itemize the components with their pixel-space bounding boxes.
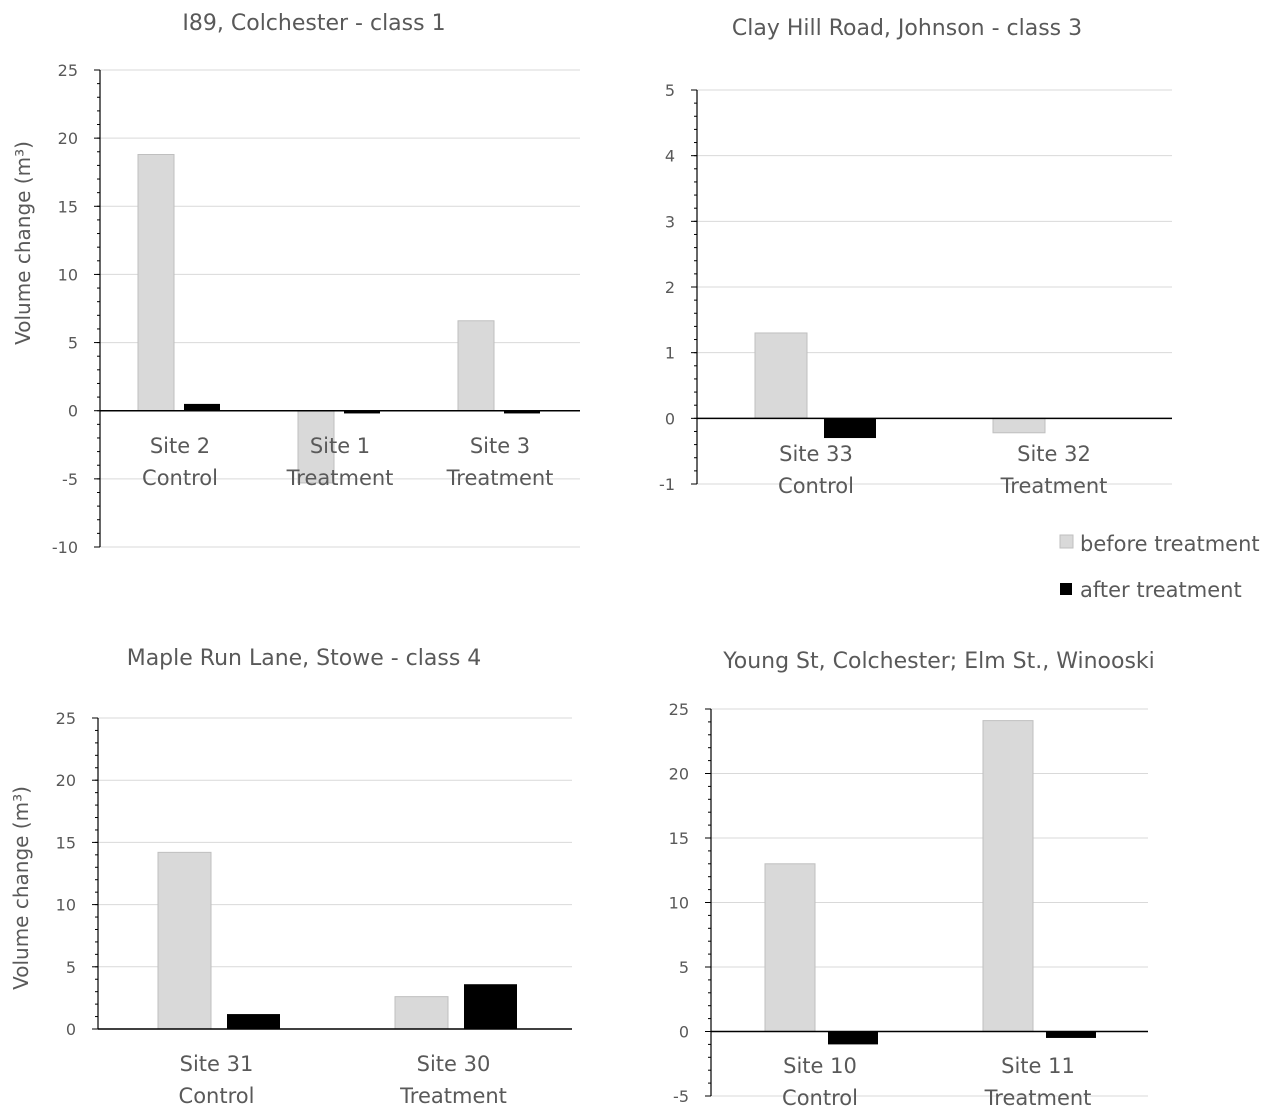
y-tick-label: 15 bbox=[58, 197, 78, 216]
category-label: Site 31 bbox=[180, 1052, 254, 1076]
y-tick-label: -1 bbox=[659, 475, 675, 494]
bar-after-2 bbox=[464, 984, 517, 1029]
category-sublabel: Treatment bbox=[286, 466, 394, 490]
category-sublabel: Treatment bbox=[1000, 474, 1108, 498]
category-sublabel: Treatment bbox=[399, 1084, 507, 1108]
legend-label-before: before treatment bbox=[1080, 532, 1260, 556]
category-sublabel: Treatment bbox=[446, 466, 554, 490]
y-tick-label: 0 bbox=[679, 1023, 689, 1042]
chart-1: I89, Colchester - class 1 25 20 15 10 5 0 -5 -10… bbox=[11, 11, 580, 557]
y-tick-label: 2 bbox=[665, 278, 675, 297]
bar-before-3 bbox=[457, 320, 495, 412]
y-tick-label: 5 bbox=[679, 958, 689, 977]
bar-before-2 bbox=[394, 996, 449, 1030]
chart-3: Maple Run Lane, Stowe - class 4 25 20 15 10 5… bbox=[9, 646, 572, 1108]
y-tick-label: 3 bbox=[665, 212, 675, 231]
category-label: Site 32 bbox=[1017, 442, 1091, 466]
bar-before-1 bbox=[754, 332, 808, 419]
chart-title: Clay Hill Road, Johnson - class 3 bbox=[732, 16, 1082, 41]
y-tick-label: 10 bbox=[58, 265, 78, 284]
category-label: Site 3 bbox=[470, 434, 530, 458]
category-label: Site 1 bbox=[310, 434, 370, 458]
y-tick-label: -5 bbox=[62, 470, 78, 489]
y-tick-label: 10 bbox=[669, 894, 689, 913]
category-label: Site 10 bbox=[783, 1054, 857, 1078]
bar-before-2 bbox=[992, 417, 1046, 434]
y-tick-label: 5 bbox=[66, 958, 76, 977]
category-label: Site 11 bbox=[1001, 1054, 1075, 1078]
y-tick-label: -10 bbox=[52, 538, 78, 557]
y-tick-label: 4 bbox=[665, 147, 675, 166]
bar-before-1 bbox=[157, 851, 212, 1030]
category-sublabel: Control bbox=[142, 466, 218, 490]
bar-after-3 bbox=[504, 410, 540, 414]
bar-before-2 bbox=[982, 720, 1034, 1032]
chart-2: Clay Hill Road, Johnson - class 3 5 4 3 2 1 0 -… bbox=[659, 16, 1172, 498]
bar-after-1 bbox=[227, 1014, 280, 1029]
y-tick-label: 25 bbox=[58, 61, 78, 80]
charts-layer: I89, Colchester - class 12520151050-5-10… bbox=[9, 11, 1172, 1110]
chart-title: Maple Run Lane, Stowe - class 4 bbox=[127, 646, 482, 671]
category-sublabel: Control bbox=[179, 1084, 255, 1108]
bar-before-1 bbox=[764, 863, 816, 1032]
y-tick-label: 20 bbox=[56, 771, 76, 790]
category-sublabel: Control bbox=[778, 474, 854, 498]
y-tick-label: 5 bbox=[665, 81, 675, 100]
y-tick-label: 5 bbox=[68, 334, 78, 353]
category-label: Site 2 bbox=[150, 434, 210, 458]
y-tick-label: 0 bbox=[68, 402, 78, 421]
bar-after-1 bbox=[824, 418, 876, 439]
chart-title: Young St, Colchester; Elm St., Winooski bbox=[722, 649, 1155, 674]
y-tick-label: 15 bbox=[669, 829, 689, 848]
bar-before-1 bbox=[137, 153, 175, 412]
y-tick-label: 1 bbox=[665, 344, 675, 363]
y-tick-label: -5 bbox=[673, 1087, 689, 1106]
y-tick-label: 20 bbox=[58, 129, 78, 148]
y-tick-label: 0 bbox=[66, 1020, 76, 1039]
bar-before-2 bbox=[297, 410, 335, 484]
category-label: Site 33 bbox=[779, 442, 853, 466]
y-tick-label: 15 bbox=[56, 833, 76, 852]
category-sublabel: Control bbox=[782, 1086, 858, 1110]
legend: before treatment after treatment bbox=[1059, 532, 1260, 602]
category-label: Site 30 bbox=[417, 1052, 491, 1076]
bar-after-1 bbox=[184, 403, 220, 411]
y-axis-label: Volume change (m³) bbox=[9, 786, 33, 990]
y-tick-label: 20 bbox=[669, 765, 689, 784]
y-tick-label: 0 bbox=[665, 409, 675, 428]
chart-4: Young St, Colchester; Elm St., Winooski 2… bbox=[669, 649, 1155, 1110]
bar-after-2 bbox=[1046, 1031, 1096, 1038]
legend-swatch-before bbox=[1059, 534, 1074, 549]
category-sublabel: Treatment bbox=[984, 1086, 1092, 1110]
y-axis-label: Volume change (m³) bbox=[11, 141, 35, 345]
legend-label-after: after treatment bbox=[1080, 578, 1242, 602]
y-tick-label: 25 bbox=[56, 709, 76, 728]
legend-swatch-after bbox=[1060, 583, 1072, 595]
bar-after-1 bbox=[828, 1031, 878, 1045]
bar-after-2 bbox=[344, 410, 380, 414]
chart-title: I89, Colchester - class 1 bbox=[182, 11, 445, 36]
y-tick-label: 10 bbox=[56, 896, 76, 915]
y-tick-label: 25 bbox=[669, 700, 689, 719]
